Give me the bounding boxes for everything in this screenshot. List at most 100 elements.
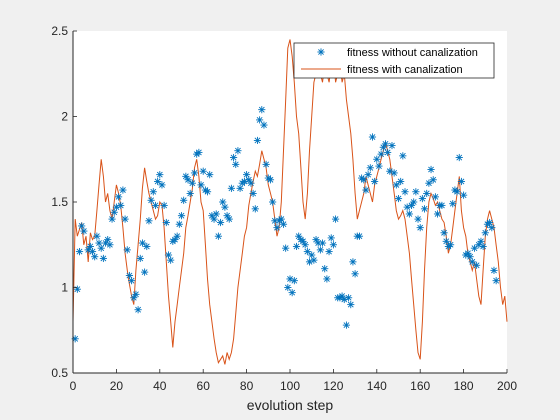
data-point-without-canalization xyxy=(325,247,333,256)
x-tick-label: 200 xyxy=(497,379,517,393)
x-tick-label: 120 xyxy=(323,379,343,393)
data-point-without-canalization xyxy=(364,171,372,179)
data-point-without-canalization xyxy=(344,294,353,302)
y-tick-label: 1.5 xyxy=(51,195,68,209)
data-point-without-canalization xyxy=(397,177,405,186)
data-point-without-canalization xyxy=(316,246,324,254)
data-point-without-canalization xyxy=(331,215,340,223)
data-point-without-canalization xyxy=(184,176,192,184)
data-point-without-canalization xyxy=(114,193,123,201)
data-point-without-canalization xyxy=(375,162,383,170)
legend-entry-with-canalization: fitness with canalization xyxy=(347,64,463,76)
data-point-without-canalization xyxy=(292,242,301,251)
data-point-without-canalization xyxy=(290,277,298,285)
data-point-without-canalization xyxy=(145,217,153,225)
x-tick-label: 160 xyxy=(410,379,430,393)
data-point-without-canalization xyxy=(203,188,212,196)
data-point-without-canalization xyxy=(177,212,186,220)
y-tick-label: 1 xyxy=(61,281,68,295)
data-point-without-canalization xyxy=(121,215,129,223)
data-point-without-canalization xyxy=(132,290,140,298)
data-point-without-canalization xyxy=(488,224,496,232)
data-point-without-canalization xyxy=(394,194,403,203)
data-point-without-canalization xyxy=(418,194,426,203)
data-point-without-canalization xyxy=(91,253,99,261)
data-point-without-canalization xyxy=(195,148,203,157)
data-point-without-canalization xyxy=(127,277,136,285)
data-point-without-canalization xyxy=(199,167,207,175)
data-point-without-canalization xyxy=(188,179,196,187)
data-point-without-canalization xyxy=(253,136,262,145)
data-point-without-canalization xyxy=(154,177,162,186)
data-point-without-canalization xyxy=(301,241,309,249)
data-point-without-canalization xyxy=(457,177,466,186)
data-point-without-canalization xyxy=(318,239,327,247)
data-point-without-canalization xyxy=(284,283,292,292)
data-point-without-canalization xyxy=(381,140,390,148)
data-point-without-canalization xyxy=(80,227,88,235)
data-point-without-canalization xyxy=(117,201,125,210)
data-point-without-canalization xyxy=(431,193,439,201)
data-point-without-canalization xyxy=(216,218,225,227)
data-point-without-canalization xyxy=(371,177,379,186)
y-tick-label: 2.5 xyxy=(51,24,68,38)
data-point-without-canalization xyxy=(123,246,131,254)
data-point-without-canalization xyxy=(433,210,442,218)
data-point-without-canalization xyxy=(138,239,147,247)
series-line-with-canalization xyxy=(72,39,508,365)
data-point-without-canalization xyxy=(366,164,374,172)
data-point-without-canalization xyxy=(234,147,242,155)
data-point-without-canalization xyxy=(342,321,351,329)
data-point-without-canalization xyxy=(251,205,259,213)
data-point-without-canalization xyxy=(303,247,311,256)
data-point-without-canalization xyxy=(227,184,236,192)
x-axis-label: evolution step xyxy=(247,397,334,413)
data-point-without-canalization xyxy=(175,220,183,228)
data-point-without-canalization xyxy=(468,258,476,266)
y-tick-label: 2 xyxy=(61,110,68,124)
data-point-without-canalization xyxy=(377,150,385,158)
x-tick-label: 60 xyxy=(197,379,211,393)
data-point-without-canalization xyxy=(492,277,500,285)
data-point-without-canalization xyxy=(119,186,127,194)
data-point-without-canalization xyxy=(425,179,433,187)
data-point-without-canalization xyxy=(156,171,164,179)
legend-box xyxy=(293,42,495,79)
data-point-without-canalization xyxy=(282,244,290,252)
data-point-without-canalization xyxy=(260,121,268,129)
data-point-without-canalization xyxy=(160,201,168,210)
data-point-without-canalization xyxy=(141,268,149,276)
x-tick-label: 80 xyxy=(240,379,254,393)
data-point-without-canalization xyxy=(225,215,233,223)
data-point-without-canalization xyxy=(269,198,277,206)
data-point-without-canalization xyxy=(429,176,437,184)
data-point-without-canalization xyxy=(214,232,222,240)
data-point-without-canalization xyxy=(180,196,188,204)
data-point-without-canalization xyxy=(360,176,368,184)
data-point-without-canalization xyxy=(401,188,409,196)
data-point-without-canalization xyxy=(75,247,84,256)
data-point-without-canalization xyxy=(327,234,335,242)
data-point-without-canalization xyxy=(438,201,446,210)
data-point-without-canalization xyxy=(97,244,105,252)
data-point-without-canalization xyxy=(416,224,424,232)
data-point-without-canalization xyxy=(197,181,205,189)
legend: fitness without canalization fitness wit… xyxy=(293,42,495,79)
data-point-without-canalization xyxy=(232,160,240,168)
data-point-without-canalization xyxy=(108,215,116,223)
data-point-without-canalization xyxy=(481,229,489,237)
data-point-without-canalization xyxy=(446,241,455,249)
y-tick-label: 0.5 xyxy=(51,366,68,380)
data-point-without-canalization xyxy=(479,242,487,251)
data-point-without-canalization xyxy=(399,152,407,160)
data-point-without-canalization xyxy=(321,265,329,273)
legend-entry-without-canalization: fitness without canalization xyxy=(347,47,478,59)
data-point-without-canalization xyxy=(390,169,398,177)
data-point-without-canalization xyxy=(355,232,364,240)
data-point-without-canalization xyxy=(258,106,266,114)
data-point-without-canalization xyxy=(410,198,418,206)
data-point-without-canalization xyxy=(134,306,142,314)
data-point-without-canalization xyxy=(449,200,457,208)
x-tick-label: 0 xyxy=(70,379,77,393)
data-point-without-canalization xyxy=(392,181,400,189)
